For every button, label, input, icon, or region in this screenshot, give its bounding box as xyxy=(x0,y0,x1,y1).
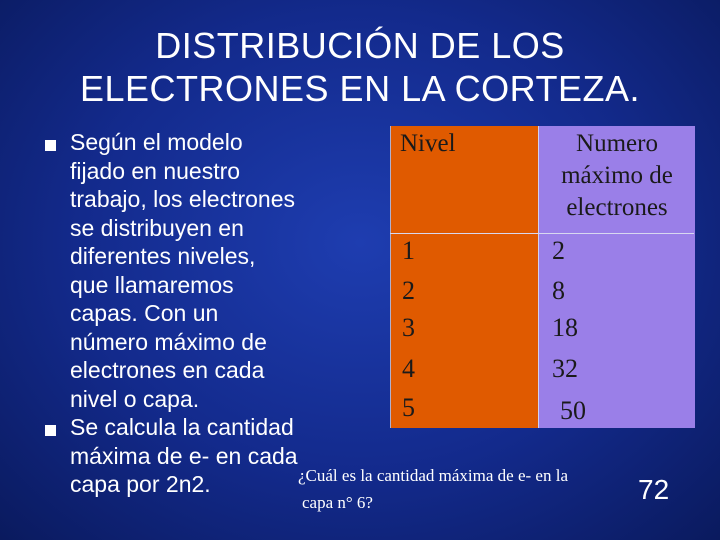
nivel-cell: 3 xyxy=(402,313,415,342)
electron-table: Nivel Numero máximo de electrones 1 2 3 … xyxy=(390,126,695,428)
numero-column xyxy=(538,126,695,428)
header-nivel: Nivel xyxy=(400,130,456,157)
bullet-line: nivel o capa. xyxy=(70,385,200,412)
bullet-line: diferentes niveles, xyxy=(70,243,256,269)
bullet-line: electrones en cada xyxy=(70,357,265,383)
page-number: 72 xyxy=(638,474,670,505)
bullet-list: Según el modelo fijado en nuestro trabaj… xyxy=(40,128,380,499)
bullet-item-1: Según el modelo fijado en nuestro trabaj… xyxy=(40,128,380,413)
nivel-column xyxy=(390,126,539,428)
header-numero-line: Numero xyxy=(576,130,658,157)
header-numero: Numero máximo de electrones xyxy=(540,128,694,224)
bullet-line: se distribuyen en xyxy=(70,214,244,241)
question-line: capa n° 6? xyxy=(302,493,373,512)
max-cell: 8 xyxy=(552,276,565,305)
max-cell: 18 xyxy=(552,313,578,342)
question-line: ¿Cuál es la cantidad máxima de e- en la xyxy=(298,466,568,485)
max-cell: 32 xyxy=(552,354,578,383)
bullet-item-2: Se calcula la cantidad máxima de e- en c… xyxy=(40,413,380,499)
bullet-line: capa por 2n2. xyxy=(70,471,211,497)
max-cell: 2 xyxy=(552,236,565,265)
nivel-cell: 4 xyxy=(402,354,415,383)
bullet-line: que llamaremos xyxy=(70,271,234,298)
slide-title: DISTRIBUCIÓN DE LOS ELECTRONES EN LA COR… xyxy=(0,24,720,110)
title-line-2: ELECTRONES EN LA CORTEZA. xyxy=(80,68,640,109)
bullet-line: máxima de e- en cada xyxy=(70,442,298,469)
question-text: ¿Cuál es la cantidad máxima de e- en la … xyxy=(298,462,698,516)
bullet-line: número máximo de xyxy=(70,328,267,355)
bullet-line: trabajo, los electrones xyxy=(70,186,296,212)
square-bullet-icon xyxy=(45,140,56,151)
bullet-line: capas. Con un xyxy=(70,300,219,326)
header-numero-line: máximo de xyxy=(561,162,673,189)
nivel-cell: 2 xyxy=(402,276,415,305)
title-line-1: DISTRIBUCIÓN DE LOS xyxy=(155,25,565,66)
bullet-line: Según el modelo xyxy=(70,129,243,155)
nivel-cell: 5 xyxy=(402,393,415,422)
header-numero-line: electrones xyxy=(566,194,668,221)
square-bullet-icon xyxy=(45,425,56,436)
nivel-cell: 1 xyxy=(402,236,415,265)
bullet-line: fijado en nuestro xyxy=(70,157,241,184)
max-cell: 50 xyxy=(560,396,586,425)
header-divider xyxy=(390,233,694,234)
bullet-line: Se calcula la cantidad xyxy=(70,414,294,440)
